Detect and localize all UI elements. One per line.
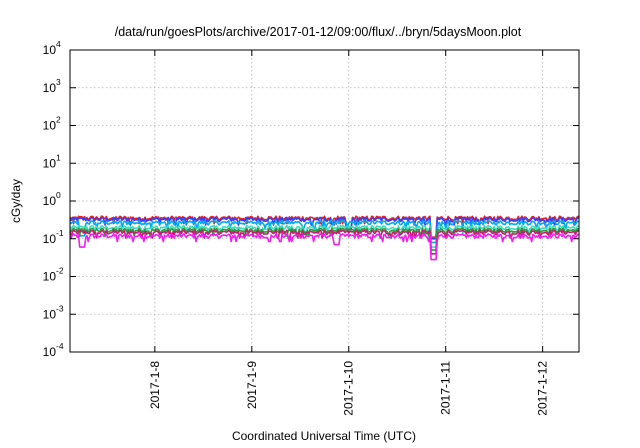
x-tick-label: 2017-1-11 — [439, 361, 453, 415]
y-tick-exponent: 0 — [56, 190, 61, 200]
y-tick-exponent: -2 — [56, 266, 64, 276]
series-line — [69, 233, 580, 261]
y-tick-label: 10 — [43, 194, 57, 208]
series-line — [69, 227, 580, 251]
series-group — [69, 215, 580, 261]
y-tick-exponent: 1 — [56, 152, 61, 162]
y-axis-label: cGy/day — [9, 179, 23, 223]
series-line — [69, 215, 580, 238]
series-line — [69, 219, 580, 244]
series-line — [69, 229, 580, 255]
y-tick-label: 10 — [43, 119, 57, 133]
series-line — [69, 224, 580, 248]
y-tick-exponent: -3 — [56, 303, 64, 313]
y-tick-exponent: -1 — [56, 228, 64, 238]
x-tick-label: 2017-1-10 — [342, 361, 356, 416]
y-tick-exponent: 2 — [56, 115, 61, 125]
y-tick-exponent: -4 — [56, 341, 64, 351]
y-tick-label: 10 — [43, 232, 57, 246]
x-tick-label: 2017-1-9 — [245, 361, 259, 409]
y-tick-exponent: 4 — [56, 39, 61, 49]
y-tick-exponent: 3 — [56, 77, 61, 87]
y-tick-label: 10 — [43, 307, 57, 321]
x-axis-label: Coordinated Universal Time (UTC) — [232, 429, 416, 443]
series-line — [69, 216, 580, 240]
x-tick-label: 2017-1-8 — [148, 361, 162, 409]
chart-title: /data/run/goesPlots/archive/2017-01-12/0… — [115, 25, 522, 39]
grid — [70, 50, 579, 352]
y-tick-label: 10 — [43, 81, 57, 95]
y-tick-label: 10 — [43, 270, 57, 284]
y-tick-label: 10 — [43, 345, 57, 359]
y-tick-label: 10 — [43, 43, 57, 57]
x-tick-label: 2017-1-12 — [536, 361, 550, 416]
y-tick-label: 10 — [43, 156, 57, 170]
x-axis: 2017-1-8 2017-1-9 2017-1-10 2017-1-11 2017-1… — [148, 50, 550, 416]
